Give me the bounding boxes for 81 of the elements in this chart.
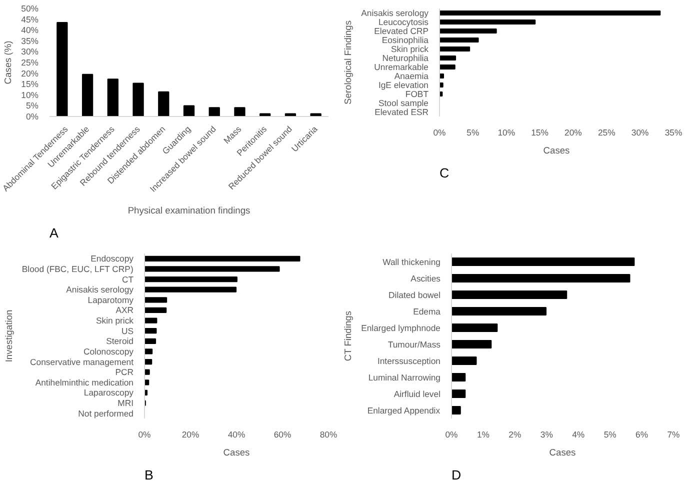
x-tick-label: 0% <box>138 430 152 440</box>
y-tick-label: Blood (FBC, EUC, LFT CRP) <box>22 264 134 274</box>
text: D <box>452 468 462 482</box>
x-tick-label: 35% <box>664 128 682 138</box>
y-tick-label: 50% <box>21 4 39 14</box>
y-tick-label: 35% <box>21 36 39 46</box>
y-tick-label: Conservative management <box>30 356 134 367</box>
y-tick-label: Enlarged lymphnode <box>361 322 441 333</box>
y-tick-label: Tumour/Mass <box>388 339 442 350</box>
y-tick-label: CT <box>122 274 134 284</box>
x-tick-label: 5% <box>604 430 617 440</box>
y-tick-label: Not performed <box>78 408 134 418</box>
y-tick-label: Leucocytosis <box>378 17 430 27</box>
x-tick-label: 0% <box>445 430 458 440</box>
y-tick-label: 5% <box>26 100 39 111</box>
x-tick-label: 3% <box>540 430 554 440</box>
y-tick-label: Ascities <box>410 273 442 284</box>
y-tick-label: Steroid <box>106 336 134 346</box>
y-tick-label: Wall thickening <box>382 256 441 267</box>
y-tick-label: 45% <box>21 14 39 24</box>
y-tick-label: AXR <box>116 305 134 316</box>
y-tick-label: Laparotomy <box>88 294 134 305</box>
y-tick-label: Interssusception <box>377 356 441 366</box>
x-tick-label: 60% <box>274 430 292 440</box>
y-tick-label: Anisakis serology <box>361 8 430 18</box>
x-axis-title: Physical examination findings <box>128 206 251 216</box>
x-tick-label: 80% <box>320 430 338 440</box>
y-tick-label: 25% <box>21 58 39 68</box>
y-tick-label: Stool sample <box>378 98 429 108</box>
y-tick-label: 30% <box>21 46 39 57</box>
x-tick-label: 20% <box>564 128 582 138</box>
y-tick-label: Elevated CRP <box>374 26 429 36</box>
y-tick-label: Eosinophilia <box>382 35 429 45</box>
y-tick-label: IgE elevation <box>378 80 429 90</box>
x-tick-label: 10% <box>498 128 516 138</box>
x-axis-title: Cases <box>543 146 570 156</box>
y-tick-label: Anisakis serology <box>66 284 134 295</box>
y-axis-title: Cases (%) <box>3 40 14 84</box>
y-tick-label: 10% <box>21 90 39 100</box>
y-tick-label: Skin prick <box>96 316 134 326</box>
y-tick-label: 40% <box>21 25 39 36</box>
y-tick-label: Airfluid level <box>394 388 441 399</box>
x-tick-label: 30% <box>631 128 650 138</box>
x-axis-title: Cases <box>223 448 250 458</box>
text: C <box>440 166 450 180</box>
x-tick-label: 1% <box>476 430 490 440</box>
x-tick-label: 7% <box>667 430 680 440</box>
y-tick-label: Elevated ESR <box>374 107 428 117</box>
y-tick-label: Colonoscopy <box>83 346 134 356</box>
y-tick-label: Luminal Narrowing <box>368 372 441 382</box>
x-tick-label: 15% <box>531 128 549 138</box>
x-tick-label: 4% <box>572 430 585 440</box>
x-tick-label: 6% <box>636 430 648 440</box>
y-axis-title: Serological Findings <box>343 20 354 104</box>
x-tick-label: 20% <box>182 430 200 440</box>
x-tick-label: 5% <box>466 128 480 138</box>
y-axis-title: CT Findings <box>343 310 354 362</box>
y-tick-label: Edema <box>413 306 441 316</box>
y-axis-title: Investigation <box>4 310 14 362</box>
y-tick-label: Dilated bowel <box>388 290 441 300</box>
y-tick-label: Endoscopy <box>90 254 134 264</box>
y-tick-label: US <box>121 326 134 336</box>
y-tick-label: Unremarkable <box>374 62 429 72</box>
y-tick-label: 15% <box>21 79 39 90</box>
text: A <box>50 226 58 240</box>
y-tick-label: Antihelminthic medication <box>35 377 134 388</box>
y-tick-label: PCR <box>115 367 134 378</box>
y-tick-label: Enlarged Appendix <box>367 405 441 416</box>
y-tick-label: Laparoscopy <box>84 388 134 398</box>
y-tick-label: FOBT <box>405 89 430 99</box>
x-tick-label: 2% <box>508 430 522 440</box>
y-tick-label: Neturophilia <box>382 53 429 63</box>
y-tick-label: MRI <box>118 398 134 408</box>
y-tick-label: 0% <box>26 112 39 122</box>
y-tick-label: 20% <box>21 68 39 78</box>
x-tick-label: 40% <box>228 430 246 440</box>
y-tick-label: Skin prick <box>390 44 430 54</box>
x-tick-label: 25% <box>598 128 616 138</box>
y-tick-label: Anaemia <box>394 71 429 81</box>
x-axis-title: Cases <box>549 448 576 458</box>
text: B <box>144 468 154 482</box>
